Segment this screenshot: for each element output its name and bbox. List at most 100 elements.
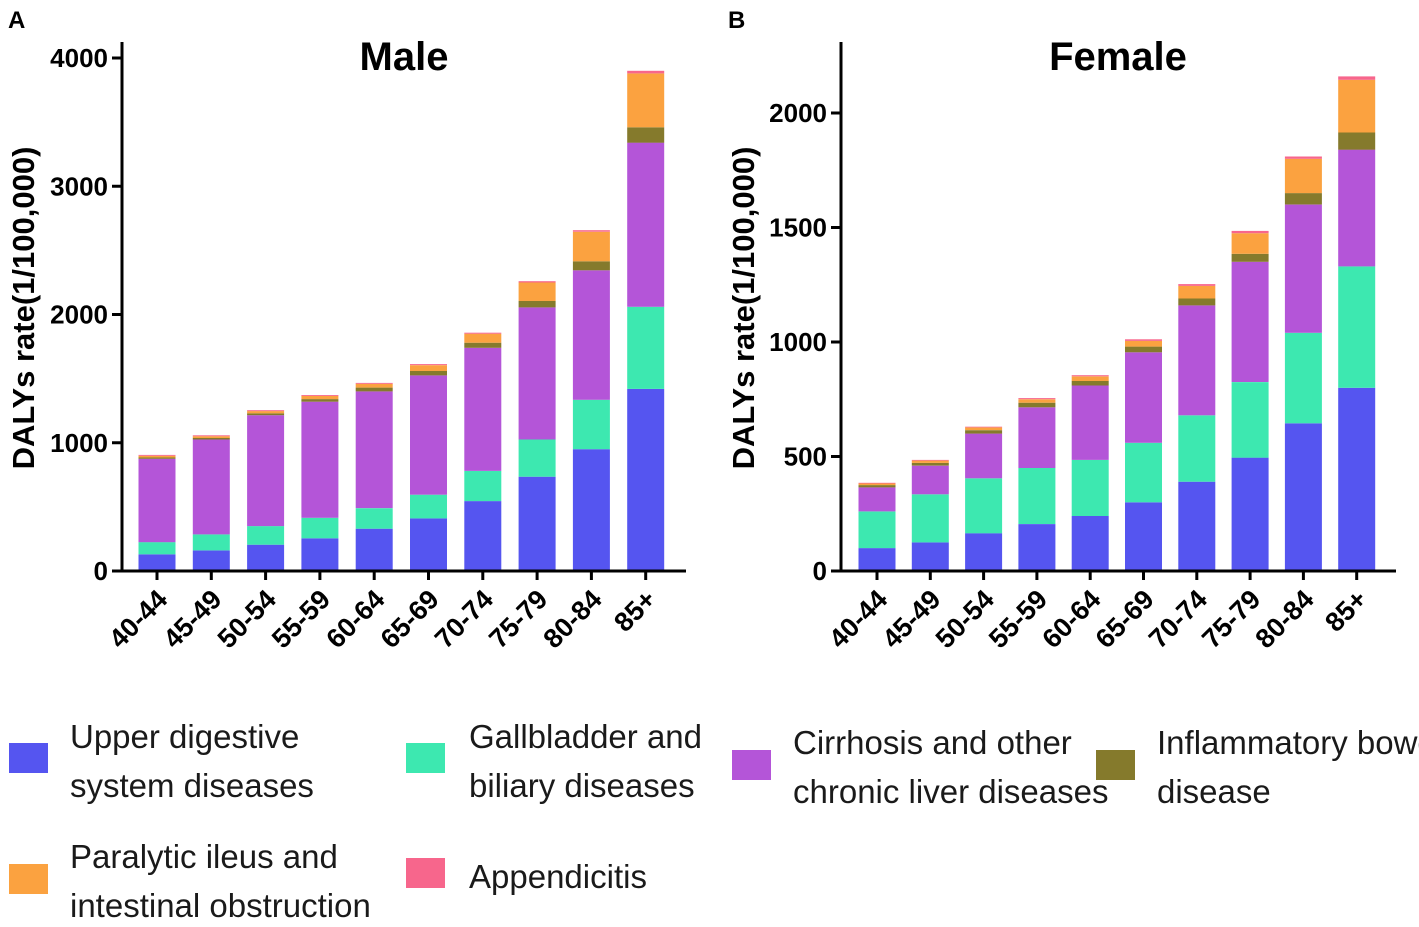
legend-label-upper-digestive-2: system diseases	[70, 767, 314, 804]
female-bar-80-84-inflammatory-bowel-disease	[1284, 193, 1322, 205]
female-bar-45-49-inflammatory-bowel-disease	[911, 462, 949, 466]
female-bar-40-44-gallbladder-and-biliary-diseases	[858, 511, 896, 549]
legend-swatch-appendicitis	[406, 858, 445, 888]
male-bar-75-79-appendicitis	[518, 281, 556, 283]
legend-item-upper-digestive: Upper digestive system diseases	[9, 718, 314, 804]
male-bar-65-69-inflammatory-bowel-disease	[410, 370, 447, 376]
male-bar-45-49-gallbladder-and-biliary-diseases	[192, 534, 230, 551]
female-y-tick-label-500: 500	[784, 442, 827, 472]
female-bar-50-54-cirrhosis-and-other-chronic-liver-diseases	[965, 433, 1003, 479]
male-x-tick-label-55-59: 55-59	[266, 584, 336, 654]
female-bar-50-54-appendicitis	[965, 426, 1003, 428]
male-bar-70-74-cirrhosis-and-other-chronic-liver-diseases	[464, 347, 502, 471]
female-y-tick-label-2000: 2000	[769, 98, 827, 128]
female-x-tick-label-40-44: 40-44	[823, 584, 893, 654]
male-y-tick-label-1000: 1000	[50, 428, 108, 458]
male-bar-65-69-upper-digestive-system-diseases	[410, 518, 447, 571]
male-y-tick-label-0: 0	[94, 556, 108, 586]
male-bar-80-84-cirrhosis-and-other-chronic-liver-diseases	[572, 270, 610, 400]
male-bar-50-54-upper-digestive-system-diseases	[247, 544, 285, 571]
male-x-tick-label-80-84: 80-84	[538, 584, 608, 654]
female-bar-40-44-upper-digestive-system-diseases	[858, 548, 896, 571]
male-bar-55-59-inflammatory-bowel-disease	[301, 399, 339, 402]
male-bar-80-84-inflammatory-bowel-disease	[572, 261, 610, 271]
female-bar-60-64-gallbladder-and-biliary-diseases	[1071, 459, 1109, 516]
male-bar-45-49-inflammatory-bowel-disease	[192, 438, 230, 440]
female-x-tick-label-50-54: 50-54	[930, 584, 1000, 654]
female-chart: Female DALYs rate(1/100,000) 40-4445-495…	[726, 35, 1396, 654]
y-axis-label-male: DALYs rate(1/100,000)	[6, 147, 41, 470]
female-bar-40-44-cirrhosis-and-other-chronic-liver-diseases	[858, 487, 896, 512]
legend-swatch-gallbladder	[406, 743, 445, 773]
female-bar-70-74-gallbladder-and-biliary-diseases	[1178, 415, 1216, 482]
legend-label-paralytic-ileus-1: Paralytic ileus and	[70, 838, 338, 875]
male-bar-55-59-cirrhosis-and-other-chronic-liver-diseases	[301, 401, 339, 518]
legend-label-paralytic-ileus-2: intestinal obstruction	[70, 887, 371, 924]
female-bar-65-69-gallbladder-and-biliary-diseases	[1125, 442, 1162, 503]
female-bar-80-84-upper-digestive-system-diseases	[1284, 423, 1322, 571]
male-bar-40-44-gallbladder-and-biliary-diseases	[138, 542, 176, 555]
panel-letter-a: A	[8, 7, 25, 34]
female-bar-45-49-upper-digestive-system-diseases	[911, 542, 949, 571]
male-bar-40-44-paralytic-ileus-and-intestinal-obstruction	[138, 455, 176, 458]
male-bar-85plus-appendicitis	[627, 70, 665, 74]
female-bar-85plus-upper-digestive-system-diseases	[1338, 387, 1376, 571]
legend-label-upper-digestive-1: Upper digestive	[70, 718, 299, 755]
male-bar-45-49-cirrhosis-and-other-chronic-liver-diseases	[192, 439, 230, 535]
legend-swatch-ibd	[1096, 750, 1135, 780]
female-bar-40-44-paralytic-ileus-and-intestinal-obstruction	[858, 483, 896, 486]
female-x-tick-label-55-59: 55-59	[983, 584, 1053, 654]
female-bar-75-79-upper-digestive-system-diseases	[1231, 457, 1269, 571]
male-x-tick-label-70-74: 70-74	[429, 584, 499, 654]
female-bar-55-59-inflammatory-bowel-disease	[1018, 402, 1056, 408]
legend-label-ibd-2: disease	[1157, 773, 1271, 810]
female-bar-60-64-appendicitis	[1071, 375, 1109, 377]
male-x-tick-label-60-64: 60-64	[320, 584, 390, 654]
female-bar-80-84-cirrhosis-and-other-chronic-liver-diseases	[1284, 204, 1322, 333]
chart-title-male: Male	[360, 35, 449, 79]
female-bar-45-49-cirrhosis-and-other-chronic-liver-diseases	[911, 465, 949, 495]
female-x-tick-label-70-74: 70-74	[1143, 584, 1213, 654]
female-bar-80-84-appendicitis	[1284, 156, 1322, 159]
male-bar-85plus-gallbladder-and-biliary-diseases	[627, 306, 665, 389]
female-bar-50-54-gallbladder-and-biliary-diseases	[965, 478, 1003, 534]
male-bar-70-74-paralytic-ileus-and-intestinal-obstruction	[464, 333, 502, 343]
female-y-tick-label-1000: 1000	[769, 327, 827, 357]
male-bar-65-69-appendicitis	[410, 364, 447, 366]
female-y-tick-label-0: 0	[813, 556, 827, 586]
male-bar-40-44-inflammatory-bowel-disease	[138, 457, 176, 459]
male-bar-70-74-inflammatory-bowel-disease	[464, 342, 502, 348]
female-bar-70-74-inflammatory-bowel-disease	[1178, 298, 1216, 306]
male-bar-40-44-appendicitis	[138, 454, 176, 456]
female-bar-70-74-paralytic-ileus-and-intestinal-obstruction	[1178, 285, 1216, 299]
male-bar-40-44-cirrhosis-and-other-chronic-liver-diseases	[138, 458, 176, 543]
female-bar-70-74-upper-digestive-system-diseases	[1178, 481, 1216, 571]
legend-swatch-cirrhosis	[732, 750, 771, 780]
legend-label-cirrhosis-2: chronic liver diseases	[793, 773, 1108, 810]
male-bar-45-49-upper-digestive-system-diseases	[192, 550, 230, 571]
male-bar-60-64-paralytic-ileus-and-intestinal-obstruction	[355, 383, 393, 388]
male-bar-75-79-upper-digestive-system-diseases	[518, 476, 556, 571]
legend-item-gallbladder: Gallbladder and biliary diseases	[406, 718, 702, 804]
male-bar-85plus-upper-digestive-system-diseases	[627, 388, 665, 571]
male-bar-55-59-paralytic-ileus-and-intestinal-obstruction	[301, 395, 339, 400]
male-bar-80-84-paralytic-ileus-and-intestinal-obstruction	[572, 231, 610, 262]
male-bar-75-79-paralytic-ileus-and-intestinal-obstruction	[518, 282, 556, 301]
male-bar-60-64-gallbladder-and-biliary-diseases	[355, 508, 393, 529]
female-bar-40-44-appendicitis	[858, 482, 896, 484]
female-bar-80-84-paralytic-ileus-and-intestinal-obstruction	[1284, 158, 1322, 194]
male-bar-50-54-cirrhosis-and-other-chronic-liver-diseases	[247, 415, 285, 527]
female-x-tick-label-45-49: 45-49	[876, 584, 946, 654]
female-bar-50-54-upper-digestive-system-diseases	[965, 533, 1003, 571]
male-bar-55-59-upper-digestive-system-diseases	[301, 538, 339, 571]
legend-item-paralytic-ileus: Paralytic ileus and intestinal obstructi…	[9, 838, 371, 924]
male-bar-75-79-gallbladder-and-biliary-diseases	[518, 439, 556, 477]
legend-item-ibd: Inflammatory bowel disease	[1096, 724, 1419, 810]
legend-swatch-paralytic-ileus	[9, 864, 48, 894]
female-x-tick-label-65-69: 65-69	[1090, 584, 1160, 654]
male-bar-55-59-gallbladder-and-biliary-diseases	[301, 517, 339, 539]
female-bar-55-59-gallbladder-and-biliary-diseases	[1018, 467, 1056, 524]
female-bar-65-69-inflammatory-bowel-disease	[1125, 346, 1162, 353]
male-bar-70-74-appendicitis	[464, 332, 502, 334]
male-bar-80-84-upper-digestive-system-diseases	[572, 449, 610, 571]
